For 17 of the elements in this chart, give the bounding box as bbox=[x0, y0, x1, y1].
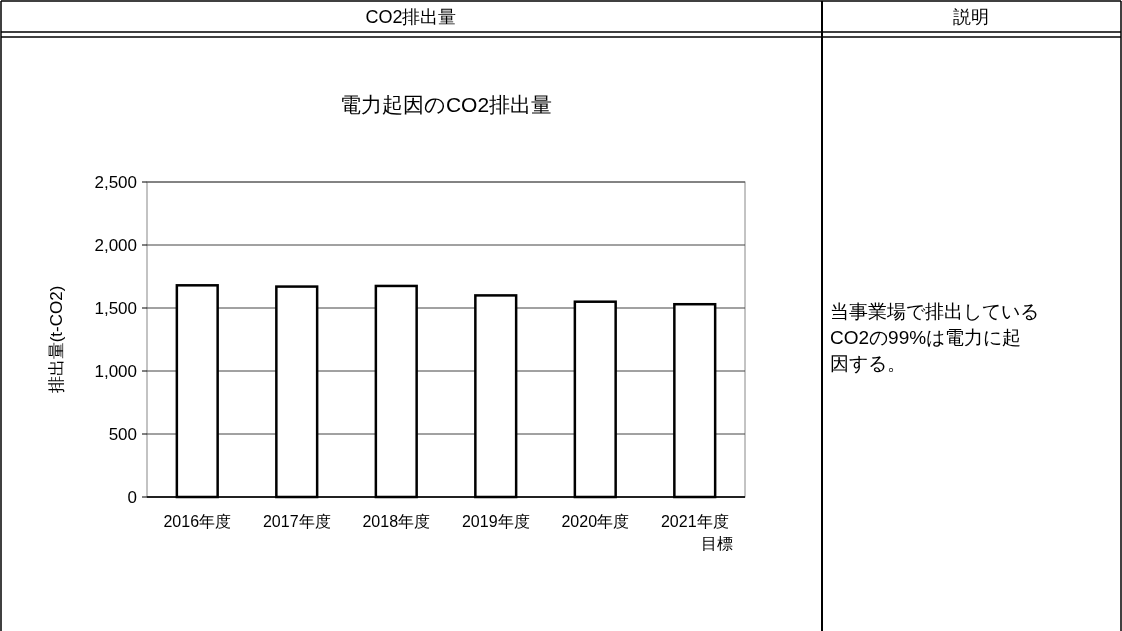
x-tick-label: 2018年度 bbox=[362, 513, 431, 530]
y-tick-label: 2,000 bbox=[94, 235, 137, 255]
y-tick-label: 0 bbox=[127, 487, 137, 507]
y-tick-label: 1,500 bbox=[94, 298, 137, 318]
chart-title: 電力起因のCO2排出量 bbox=[339, 93, 553, 116]
y-axis-title: 排出量(t-CO2) bbox=[47, 285, 66, 394]
y-tick-label: 500 bbox=[108, 424, 137, 444]
x-tick-label: 2019年度 bbox=[461, 513, 530, 530]
text: 当事業場で排出しているCO2の99%は電力に起因する。 bbox=[830, 301, 1039, 374]
y-tick-label: 2,500 bbox=[94, 172, 137, 192]
y-tick-label: 1,000 bbox=[94, 361, 137, 381]
x-tick-label: 2016年度 bbox=[163, 513, 232, 530]
x-tick-label: 2021年度目標 bbox=[660, 513, 733, 552]
text: CO2排出量 bbox=[365, 7, 457, 27]
x-tick-label: 2020年度 bbox=[561, 513, 630, 530]
text: 説明 bbox=[953, 7, 989, 27]
x-tick-label: 2017年度 bbox=[262, 513, 331, 530]
